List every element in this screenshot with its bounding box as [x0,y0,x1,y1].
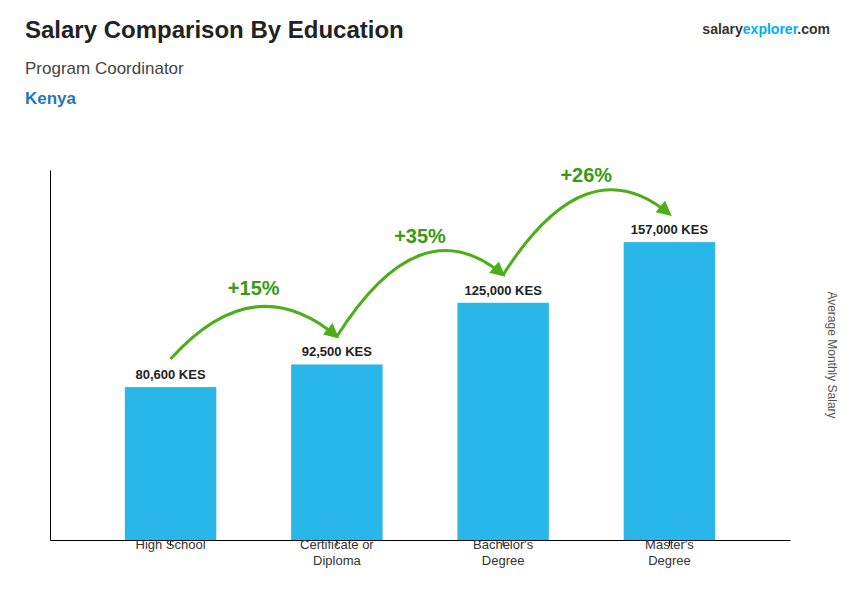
x-tick: Bachelor'sDegree [473,537,534,568]
x-tick: Master'sDegree [645,537,694,568]
data-label: 92,500 KES [302,344,372,359]
x-tick-label-line: Degree [648,553,691,568]
x-tick-label-line: Certificate or [300,537,374,552]
y-axis-line [50,171,51,541]
watermark-part: salary [702,21,743,37]
annotation-arrow [337,251,503,337]
bar [457,303,548,540]
annotation: +15% [228,277,280,299]
country: Kenya [25,89,77,108]
data-labels: 80,600 KES 92,500 KES 125,000 KES 157,000 K… [136,222,709,382]
x-tick-label-line: Bachelor's [473,537,534,552]
x-tick-label-line: Diploma [313,553,361,568]
watermark: salaryexplorer.com [702,21,830,37]
x-axis: High School Certificate orDiploma Bachelor… [51,537,791,568]
x-tick-label: Master'sDegree [645,537,694,568]
annotation: +26% [560,164,612,186]
annotations: +15% +35% +26% [171,164,670,359]
data-label: 157,000 KES [631,222,709,237]
x-tick: Certificate orDiploma [300,537,374,568]
watermark-part: .com [797,21,830,37]
bars [125,242,715,540]
bar [291,364,382,540]
y-axis [50,171,51,541]
data-label: 80,600 KES [136,367,206,382]
x-tick-label: Certificate orDiploma [300,537,374,568]
annotation: +35% [394,225,446,247]
chart: Salary Comparison By Education Program Co… [0,0,850,606]
bar [624,242,715,540]
x-tick-label-line: High School [136,537,206,552]
data-label: 125,000 KES [464,283,542,298]
watermark-part: explorer [743,21,799,37]
x-tick-label: High School [136,537,206,552]
y-axis-title: Average Monthly Salary [825,291,839,418]
x-tick: High School [136,537,206,552]
title: Salary Comparison By Education [25,16,404,43]
x-tick-label-line: Degree [482,553,525,568]
annotation-arrow [503,190,669,275]
x-tick-label-line: Master's [645,537,694,552]
x-tick-label: Bachelor'sDegree [473,537,534,568]
bar [125,387,216,540]
subtitle: Program Coordinator [25,59,184,78]
annotation-arrow [171,306,337,359]
plot: High School Certificate orDiploma Bachelor… [51,164,791,567]
